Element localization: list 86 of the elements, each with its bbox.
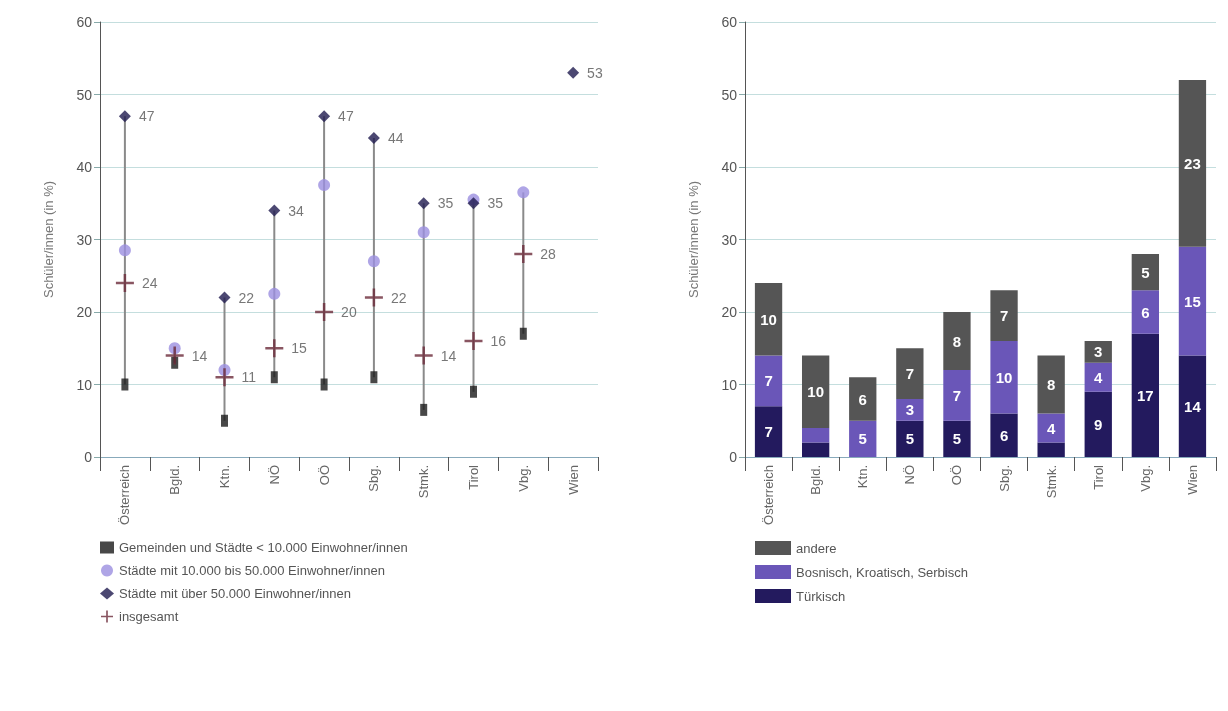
data-label: 10 — [995, 368, 1013, 386]
data-label: 5 — [1141, 263, 1150, 281]
data-label: 23 — [1184, 154, 1201, 172]
data-label: 15 — [1184, 292, 1201, 310]
data-label: 24 — [141, 275, 158, 291]
x-tick-label: Stmk. — [1043, 465, 1059, 499]
x-tick-label: Vbg. — [1137, 465, 1153, 492]
data-label: 8 — [952, 332, 962, 350]
legend-label: Städte mit 10.000 bis 50.000 Einwohner/innen — [119, 563, 385, 578]
x-tick-label: Tirol — [466, 464, 481, 490]
x-tick-label: Österreich — [761, 465, 777, 525]
legend-label: Gemeinden und Städte < 10.000 Einwohner/innen — [119, 540, 408, 555]
y-tick-label: 0 — [729, 449, 738, 465]
data-label: 35 — [437, 195, 454, 212]
data-label: 47 — [138, 108, 155, 125]
data-label: 17 — [1137, 386, 1154, 404]
legend-label: Bosnisch, Kroatisch, Serbisch — [796, 564, 968, 580]
x-tick-label: Wien — [1184, 465, 1200, 495]
data-label: 5 — [952, 430, 962, 448]
data-label: 10 — [760, 310, 777, 328]
x-tick-label: Stmk. — [416, 465, 432, 499]
legend-label: andere — [796, 540, 837, 556]
data-label: 7 — [999, 307, 1009, 325]
data-label: 28 — [540, 246, 557, 262]
data-label: 16 — [490, 333, 507, 349]
y-tick-label: 10 — [76, 376, 93, 393]
data-label: 7 — [764, 423, 773, 441]
data-label: 3 — [905, 401, 915, 419]
data-label: 4 — [1094, 368, 1104, 386]
data-label: 14 — [191, 347, 208, 364]
y-tick-label: 40 — [721, 159, 738, 175]
x-tick-label: Ktn. — [217, 465, 232, 489]
data-label: 44 — [387, 130, 404, 146]
data-label: 35 — [487, 195, 504, 212]
data-label: 34 — [288, 202, 305, 219]
data-label: 6 — [1141, 303, 1150, 321]
data-label: 14 — [440, 347, 457, 364]
data-label: 47 — [338, 108, 354, 125]
data-label: 9 — [1094, 415, 1103, 433]
x-tick-label: Österreich — [117, 465, 133, 525]
y-tick-label: 0 — [84, 449, 93, 465]
x-tick-label: NÖ — [902, 465, 918, 485]
data-label: 53 — [587, 64, 603, 81]
data-label: 20 — [341, 304, 357, 320]
y-axis-title: Schüler/innen (in %) — [41, 180, 56, 299]
x-tick-label: Tirol — [1090, 464, 1106, 490]
y-tick-label: 30 — [721, 231, 738, 248]
y-tick-label: 50 — [76, 86, 93, 103]
x-tick-label: Sbg. — [366, 465, 382, 492]
data-label: 6 — [999, 426, 1009, 444]
data-label: 14 — [1184, 397, 1202, 415]
data-label: 8 — [1046, 376, 1056, 393]
y-tick-label: 40 — [76, 159, 93, 175]
x-tick-label: Ktn. — [855, 465, 871, 489]
x-tick-label: Wien — [565, 465, 581, 495]
x-tick-label: Vbg. — [515, 465, 531, 492]
data-label: 22 — [390, 289, 407, 306]
x-tick-label: Bgld. — [808, 465, 824, 495]
data-label: 11 — [241, 369, 257, 386]
data-label: 4 — [1046, 419, 1056, 437]
x-tick-label: OÖ — [316, 465, 332, 486]
data-label: 10 — [807, 383, 824, 401]
x-tick-label: Sbg. — [996, 465, 1012, 492]
data-label: 7 — [952, 386, 962, 404]
data-label: 7 — [764, 372, 773, 390]
data-label: 3 — [1094, 343, 1103, 361]
x-tick-label: NÖ — [266, 465, 282, 485]
y-tick-label: 20 — [721, 304, 738, 320]
data-label: 6 — [858, 390, 867, 408]
data-label: 5 — [858, 430, 867, 448]
x-tick-label: OÖ — [949, 465, 965, 486]
y-tick-label: 60 — [76, 14, 93, 30]
data-label: 5 — [905, 430, 915, 448]
y-tick-label: 60 — [721, 14, 738, 30]
y-axis-title: Schüler/innen (in %) — [686, 180, 701, 299]
data-label: 22 — [238, 289, 255, 306]
y-tick-label: 20 — [76, 304, 93, 320]
y-tick-label: 50 — [721, 86, 738, 103]
data-label: 15 — [291, 340, 308, 357]
y-tick-label: 30 — [76, 231, 93, 248]
data-label: 7 — [905, 365, 915, 383]
y-tick-label: 10 — [721, 376, 738, 393]
legend-label: insgesamt — [119, 609, 179, 624]
x-tick-label: Bgld. — [167, 465, 183, 495]
legend-label: Städte mit über 50.000 Einwohner/innen — [119, 586, 351, 601]
legend-label: Türkisch — [796, 588, 846, 604]
